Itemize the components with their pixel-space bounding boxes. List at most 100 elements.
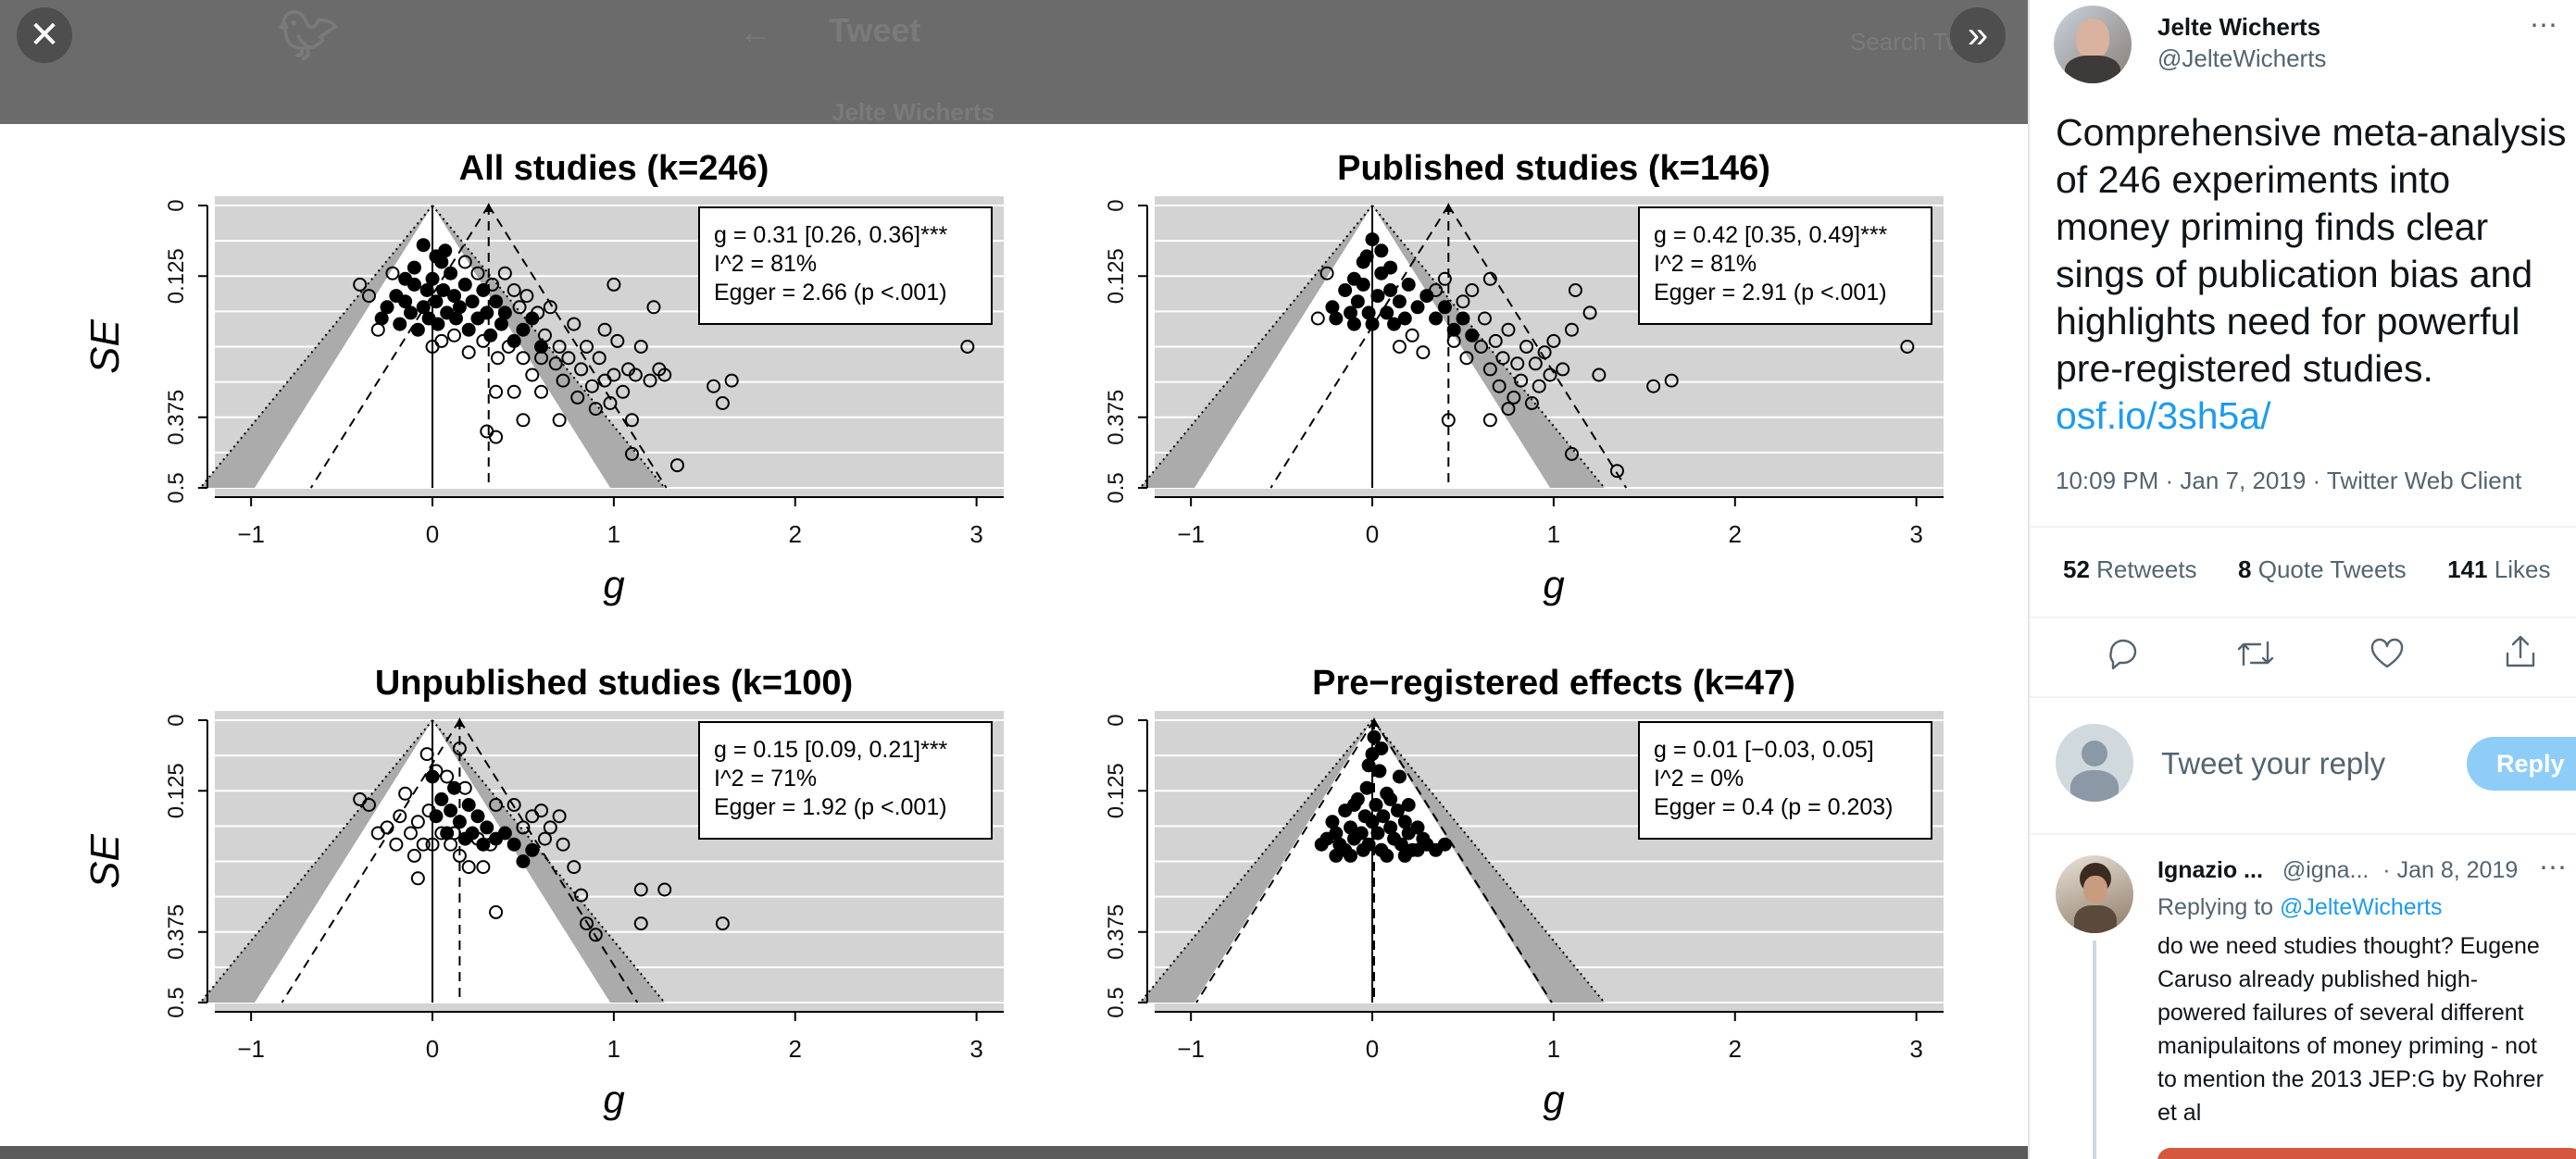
dashed-funnel-line [309,205,490,489]
hollow-data-point [610,333,625,348]
x-tick-label: 3 [969,1035,982,1063]
author-name[interactable]: Jelte Wicherts [2157,13,2321,41]
avatar[interactable] [2054,6,2132,83]
hollow-data-point [1528,356,1543,371]
hollow-data-point [457,255,472,269]
hollow-data-point [1568,283,1582,297]
stats-line: I^2 = 0% [1654,766,1744,791]
hollow-data-point [1319,266,1334,280]
reply-input[interactable]: Tweet your reply [2161,746,2386,780]
hollow-data-point [361,289,376,304]
hollow-data-point [501,340,516,354]
filled-data-point [1359,780,1374,795]
filled-data-point [465,294,480,309]
tweet-text-line: Comprehensive meta-analysis [2056,111,2567,154]
reply-avatar[interactable] [2056,855,2133,933]
hollow-data-point [552,809,567,824]
hollow-data-point [567,860,581,875]
stat-likes[interactable]: 141 Likes [2447,555,2551,583]
dimmed-background-header: 🐦︎ ← Tweet Jelte Wicherts Search Twitter… [0,0,2028,124]
reply-text-line: to mention the 2013 JEP:G by Rohrer [2157,1066,2544,1092]
tweet-text-line: highlights need for powerful [2056,300,2520,343]
reply-text-line: powered failures of several different [2157,1000,2524,1026]
y-tick-label: 0.5 [1104,987,1129,1017]
x-tick-label: −1 [237,1035,265,1063]
hollow-data-point [476,333,491,348]
more-icon[interactable]: ⋯ [2539,853,2569,883]
reply-avatar-placeholder [2056,724,2133,802]
hollow-data-point [1482,413,1497,428]
reply-button[interactable]: Reply [2467,737,2576,791]
hollow-data-point [624,446,639,461]
author-handle[interactable]: @JelteWicherts [2157,44,2327,72]
filled-data-point [1370,826,1385,841]
divider [2030,833,2576,835]
double-chevron-right-icon[interactable]: » [1950,7,2006,63]
tweet-text-line: of 246 experiments into [2056,158,2451,201]
hollow-data-point [421,804,436,818]
hollow-data-point [707,379,721,393]
hollow-data-point [489,798,504,812]
divider [2030,696,2576,698]
hollow-data-point [393,809,407,824]
hollow-data-point [531,305,545,320]
stat-retweets[interactable]: 52 Retweets [2063,555,2197,583]
tweet-link[interactable]: osf.io/3sh5a/ [2056,394,2271,437]
y-tick-label: 0 [164,199,189,211]
filled-data-point [416,300,431,315]
hollow-data-point [516,351,531,366]
filled-data-point [1383,791,1398,806]
retweet-icon[interactable] [2235,635,2276,672]
y-axis-label: SE [82,319,128,374]
reply-date[interactable]: · Jan 8, 2019 [2382,857,2519,883]
hollow-data-point [425,837,440,852]
filled-data-point [1410,842,1425,857]
hollow-data-point [1592,368,1607,382]
hollow-data-point [516,413,531,428]
more-icon[interactable]: ⋯ [2530,10,2559,41]
filled-data-point [1410,820,1425,835]
quoted-media-preview[interactable] [2157,1148,2576,1159]
hollow-data-point [461,860,476,875]
hollow-data-point [556,373,570,388]
back-arrow-icon: ← [739,13,772,51]
y-tick-label: 0.5 [164,987,189,1017]
hollow-data-point [440,769,455,784]
divider [2030,526,2576,528]
close-icon[interactable]: ✕ [17,7,72,63]
hollow-data-point [489,384,504,399]
significance-region [200,206,433,488]
x-axis-label: g [603,563,624,606]
reply-author-handle[interactable]: @igna... [2282,857,2370,883]
filled-data-point [447,780,462,795]
hollow-data-point [669,458,684,473]
x-axis-label: g [1543,563,1564,606]
hollow-data-point [715,916,730,931]
replying-to: Replying to @JelteWicherts [2157,894,2443,920]
pooled-estimate-marker [1444,203,1454,212]
hollow-data-point [552,413,567,428]
reply-header: Ignazio ... @igna... · Jan 8, 2019 [2157,857,2518,884]
filled-data-point [1369,798,1383,812]
hollow-data-point [592,351,606,366]
hollow-data-point [1556,362,1570,377]
filled-data-point [1344,305,1358,320]
x-tick-label: 1 [607,520,620,548]
hollow-data-point [580,916,594,931]
stat-quote-tweets[interactable]: 8 Quote Tweets [2238,555,2407,583]
hollow-data-point [548,356,563,371]
x-tick-label: 0 [426,1035,439,1063]
filled-data-point [1429,311,1444,326]
filled-data-point [1329,311,1344,326]
reply-author-name[interactable]: Ignazio ... [2157,857,2263,883]
like-icon[interactable] [2369,637,2406,670]
replying-to-handle[interactable]: @JelteWicherts [2280,894,2443,920]
filled-data-point [1446,322,1461,337]
reply-icon[interactable] [2106,635,2143,672]
stats-box [1638,721,1932,840]
reply-text: do we need studies thought? Eugene Carus… [2157,929,2574,1129]
share-icon[interactable] [2502,633,2539,670]
funnel-plot-panel: −1 0 1 2 3 0 0.125 0.375 0.5 Unpublished studies … [82,664,1004,1121]
dashed-funnel-line [487,205,668,489]
filled-data-point [1387,317,1402,331]
